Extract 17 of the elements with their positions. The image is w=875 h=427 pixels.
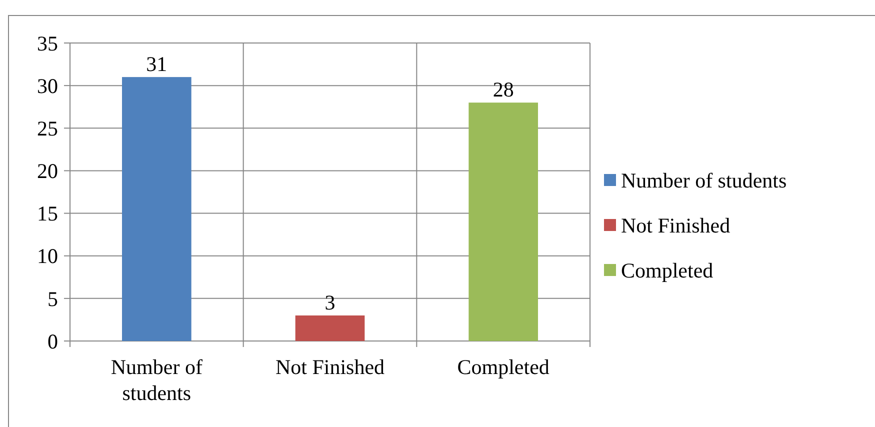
legend-label: Not Finished	[621, 213, 731, 238]
data-label: 3	[324, 290, 336, 314]
x-tick-label: Number of students	[110, 355, 202, 405]
x-tick-label: Not Finished	[275, 355, 386, 379]
y-tick-label: 15	[37, 202, 58, 226]
x-tick-label: Completed	[457, 355, 550, 379]
y-tick-label: 30	[37, 74, 58, 98]
y-tick-label: 35	[37, 31, 58, 56]
y-tick-label: 5	[48, 286, 58, 311]
y-tick-label: 25	[37, 116, 58, 140]
legend-label: Number of students	[621, 168, 787, 192]
y-tick-label: 0	[48, 329, 58, 354]
data-label: 31	[146, 52, 168, 76]
y-tick-label: 10	[37, 244, 58, 268]
y-tick-label: 20	[37, 159, 58, 184]
legend-label: Completed	[621, 258, 714, 282]
data-label: 28	[492, 78, 514, 102]
